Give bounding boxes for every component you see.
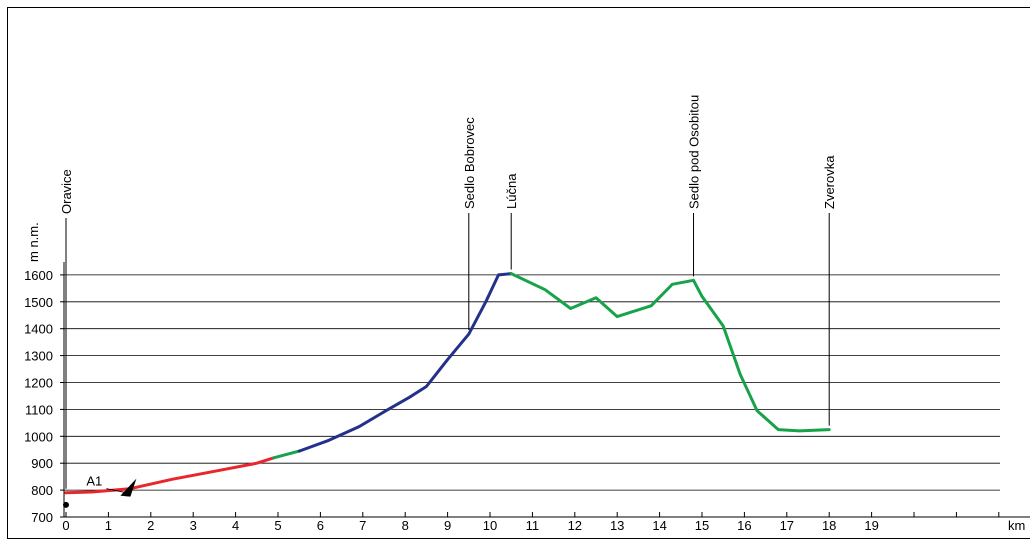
x-tick-label: 19: [864, 518, 878, 532]
x-tick-label: 6: [317, 518, 324, 532]
x-axis-title: km: [1008, 518, 1025, 532]
grid-lines: [63, 274, 1000, 491]
location-label: Zverovka: [822, 155, 837, 209]
location-label: Oravice: [59, 169, 74, 214]
x-tick-label: 14: [652, 518, 666, 532]
series-line-blue: [297, 272, 513, 453]
x-tick-label: 18: [822, 518, 836, 532]
x-tick-label: 2: [147, 518, 154, 532]
x-tick-label: 10: [483, 518, 497, 532]
y-tick-label: 700: [31, 510, 53, 525]
annotation-label: A1: [86, 474, 102, 489]
x-tick-label: 17: [780, 518, 794, 532]
x-tick-label: 15: [695, 518, 709, 532]
series-line-green: [272, 449, 301, 460]
x-tick-label: 11: [526, 518, 540, 532]
annotation-arrow-head: [120, 478, 137, 497]
x-tick-label: 0: [62, 518, 69, 532]
y-tick-label: 1200: [24, 376, 53, 391]
y-tick-label: 900: [31, 456, 53, 471]
x-tick-label: 8: [402, 518, 409, 532]
location-label: Lúčna: [504, 173, 519, 209]
y-tick-label: 1100: [25, 402, 53, 417]
x-tick-label: 5: [274, 518, 281, 532]
y-tick-label: 1600: [24, 268, 53, 283]
x-tick-label: 1: [105, 518, 112, 532]
y-axis-title: m n.m.: [26, 222, 41, 262]
y-tick-label: 1500: [24, 295, 53, 310]
x-tick-label: 9: [444, 518, 451, 532]
location-label: Sedlo pod Osobitou: [687, 95, 702, 209]
annotation-arrow-shaft: [106, 488, 127, 494]
x-tick-label: 16: [737, 518, 751, 532]
x-tick-label: 13: [610, 518, 624, 532]
elevation-series: [63, 272, 831, 508]
y-tick-label: 1300: [24, 349, 53, 364]
location-label: Sedlo Bobrovec: [462, 117, 477, 209]
x-tick-label: 7: [359, 518, 366, 532]
x-tick-label: 4: [232, 518, 239, 532]
y-tick-label: 800: [31, 483, 53, 498]
x-tick-label: 3: [190, 518, 197, 532]
series-line-red: [64, 456, 276, 495]
annotations: A1: [86, 474, 137, 497]
location-labels: Oravice Sedlo Bobrovec Lúčna Sedlo pod Osob…: [59, 95, 837, 489]
y-tick-label: 1400: [24, 322, 53, 337]
x-tick-label: 12: [568, 518, 582, 532]
y-tick-label: 1000: [24, 429, 53, 444]
series-line-green: [509, 272, 831, 433]
